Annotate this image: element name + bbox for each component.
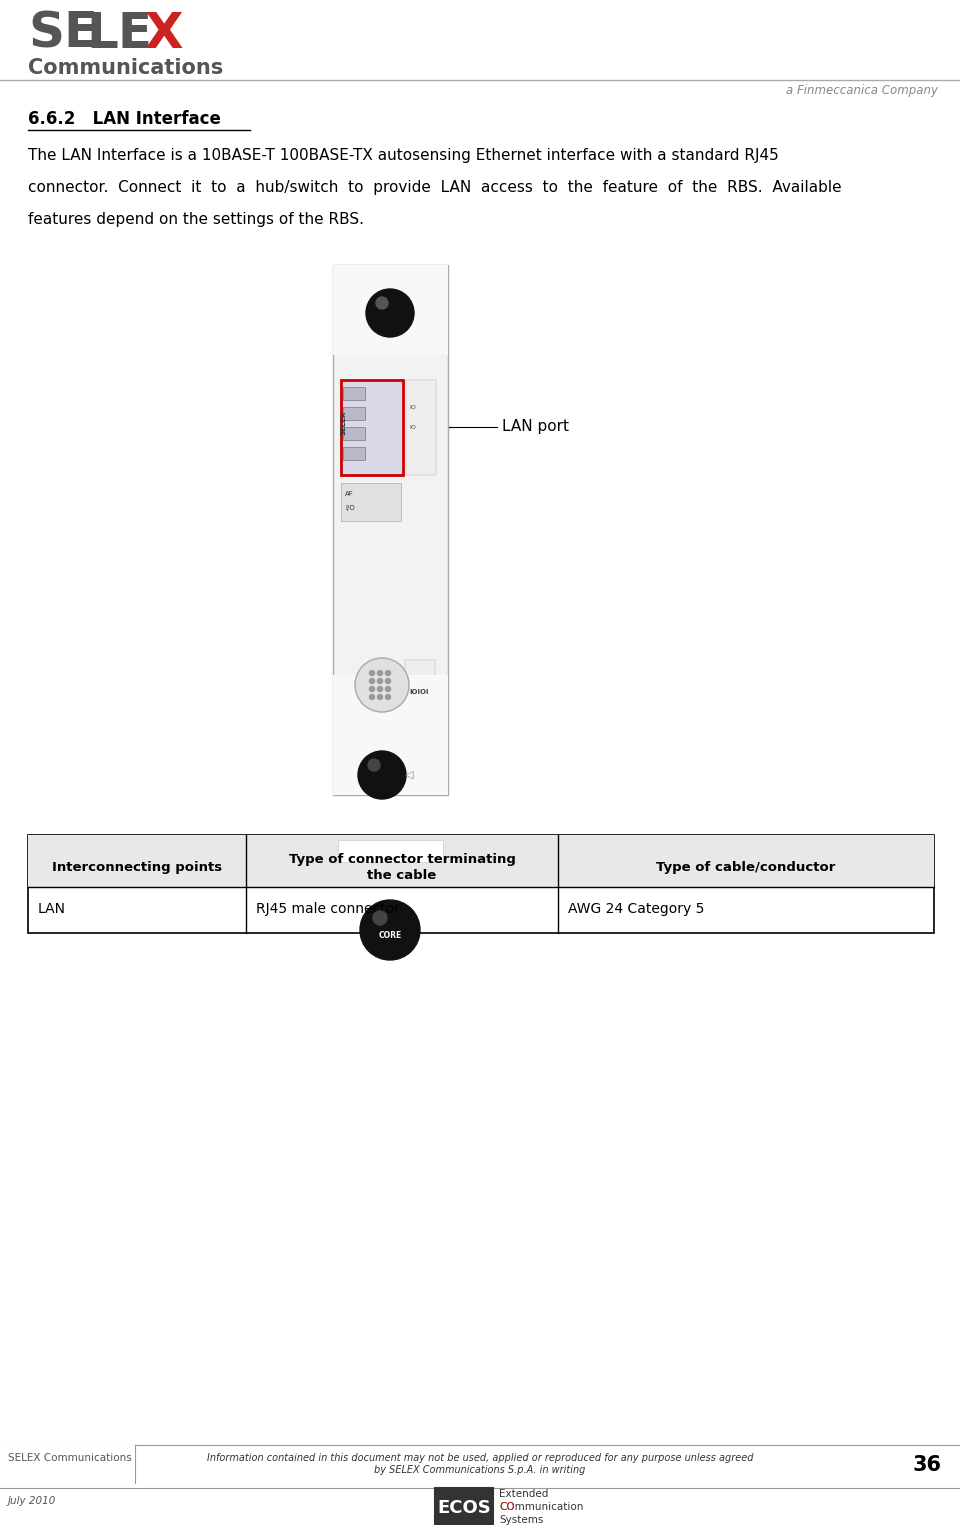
Circle shape [355,657,409,712]
Text: Communications: Communications [28,58,224,78]
Text: a Finmeccanica Company: a Finmeccanica Company [786,84,938,98]
Text: ◁: ◁ [405,770,414,779]
Text: Extended: Extended [499,1488,548,1499]
Text: COmmunication: COmmunication [499,1502,584,1511]
Circle shape [377,694,382,700]
Bar [333,676,448,795]
Text: The LAN Interface is a 10BASE-T 100BASE-TX autosensing Ethernet interface with a: The LAN Interface is a 10BASE-T 100BASE-… [28,148,779,163]
Bar [343,407,365,419]
Circle shape [358,750,406,799]
Circle shape [377,671,382,676]
Text: I/O: I/O [345,505,355,511]
Text: Interconnecting points: Interconnecting points [52,862,222,874]
Circle shape [370,694,374,700]
Text: Type of cable/conductor: Type of cable/conductor [657,862,836,874]
Text: SELEX Communications: SELEX Communications [8,1453,132,1462]
Text: CORE: CORE [378,930,401,939]
Circle shape [370,679,374,683]
Bar [406,380,436,474]
Bar [28,836,934,933]
Circle shape [368,759,380,772]
Bar [0,1446,135,1482]
Text: LAN port: LAN port [502,419,569,435]
Text: IOIOI: IOIOI [409,689,428,695]
Text: AF: AF [345,491,353,497]
Text: connector.  Connect  it  to  a  hub/switch  to  provide  LAN  access  to  the  f: connector. Connect it to a hub/switch to… [28,180,842,195]
Circle shape [373,910,387,926]
Text: LAN: LAN [38,901,66,917]
Circle shape [370,686,374,691]
Text: 36: 36 [913,1455,942,1475]
Bar [333,265,448,355]
Text: the cable: the cable [368,869,437,881]
Bar [341,483,401,522]
Bar [28,836,934,888]
Text: IO: IO [409,425,416,430]
Text: ECOS: ECOS [437,1499,491,1517]
Bar [343,387,365,400]
Circle shape [360,900,420,961]
Text: X: X [144,11,182,58]
Circle shape [386,671,391,676]
Bar [341,380,403,474]
Circle shape [386,694,391,700]
Text: Information contained in this document may not be used, applied or reproduced fo: Information contained in this document m… [206,1453,754,1475]
Text: RJ45 male connector: RJ45 male connector [256,901,400,917]
Bar [435,1488,493,1525]
Circle shape [386,679,391,683]
Circle shape [370,671,374,676]
Circle shape [377,686,382,691]
Circle shape [376,297,388,310]
Text: AWG 24 Category 5: AWG 24 Category 5 [568,901,705,917]
Bar [333,265,448,795]
Text: features depend on the settings of the RBS.: features depend on the settings of the R… [28,212,364,227]
Text: SE: SE [28,11,98,58]
Bar [405,660,435,715]
Text: Type of connector terminating: Type of connector terminating [289,852,516,866]
Text: LE: LE [86,11,152,58]
Text: 6.6.2   LAN Interface: 6.6.2 LAN Interface [28,110,221,128]
Text: Systems: Systems [499,1514,543,1525]
Circle shape [366,290,414,337]
Text: CO: CO [499,1502,515,1511]
Circle shape [386,686,391,691]
Bar [338,840,443,862]
Bar [343,447,365,461]
Text: July 2010: July 2010 [8,1496,57,1507]
Bar [343,427,365,441]
Circle shape [377,679,382,683]
Text: IO: IO [409,406,416,410]
Text: SELEX: SELEX [341,410,347,435]
